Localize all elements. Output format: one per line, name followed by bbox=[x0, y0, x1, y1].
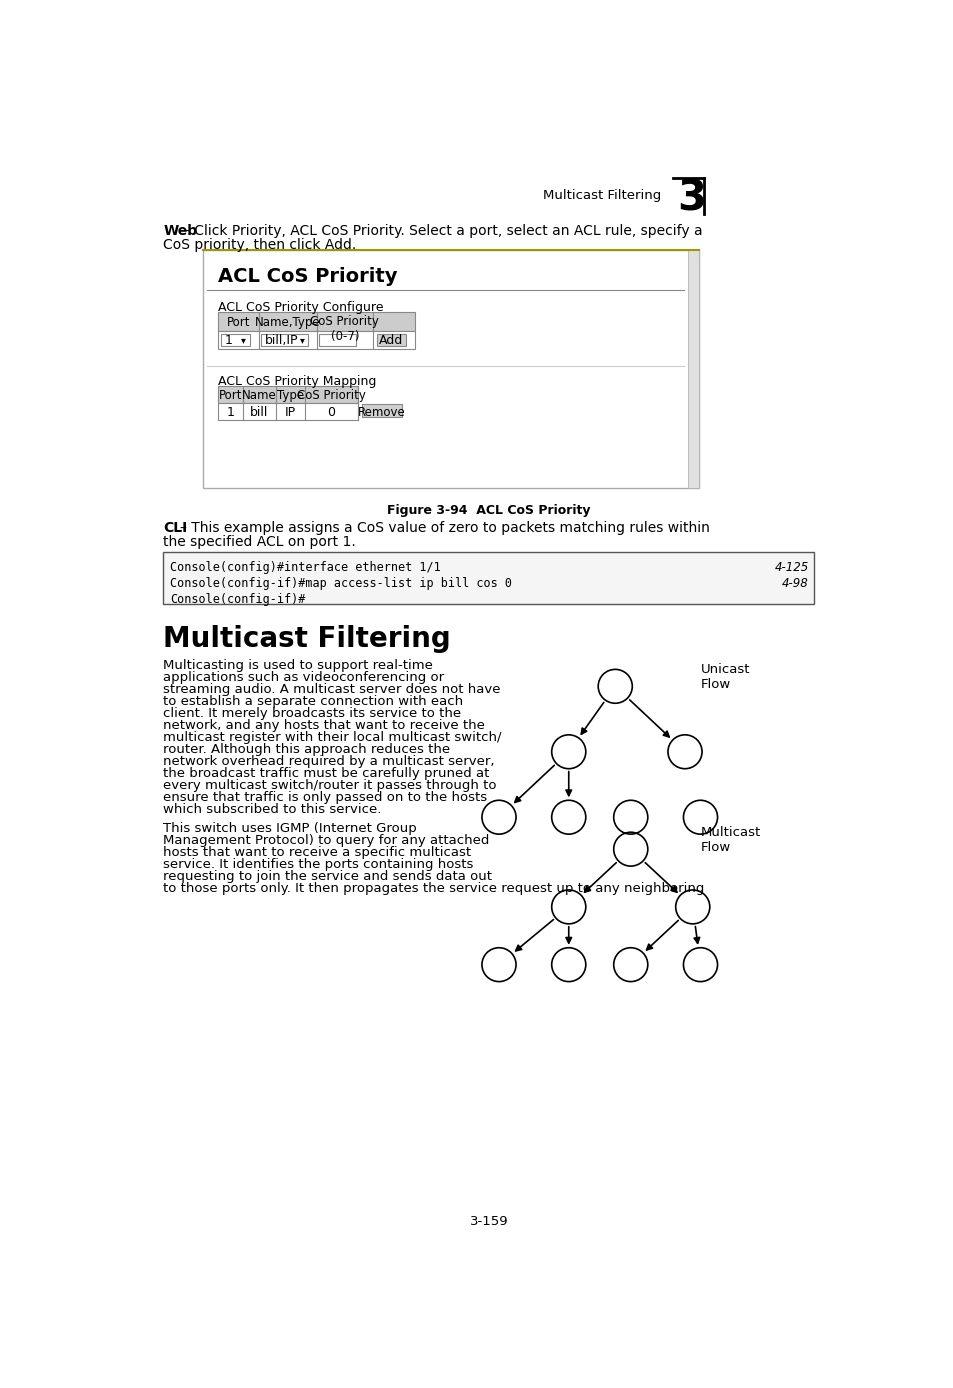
Text: to establish a separate connection with each: to establish a separate connection with … bbox=[163, 695, 463, 708]
Text: Multicast Filtering: Multicast Filtering bbox=[543, 189, 661, 203]
Text: IP: IP bbox=[285, 405, 295, 419]
Text: – This example assigns a CoS value of zero to packets matching rules within: – This example assigns a CoS value of ze… bbox=[179, 520, 709, 534]
FancyBboxPatch shape bbox=[218, 403, 357, 421]
Text: Multicasting is used to support real-time: Multicasting is used to support real-tim… bbox=[163, 659, 433, 672]
Text: 1: 1 bbox=[224, 335, 233, 347]
Text: Console(config)#interface ethernet 1/1: Console(config)#interface ethernet 1/1 bbox=[171, 561, 440, 573]
Text: service. It identifies the ports containing hosts: service. It identifies the ports contain… bbox=[163, 858, 474, 872]
Text: Type: Type bbox=[276, 389, 304, 401]
Text: to those ports only. It then propagates the service request up to any neighborin: to those ports only. It then propagates … bbox=[163, 881, 704, 895]
Text: Port: Port bbox=[227, 315, 250, 329]
FancyBboxPatch shape bbox=[218, 386, 357, 403]
Text: This switch uses IGMP (Internet Group: This switch uses IGMP (Internet Group bbox=[163, 822, 416, 836]
FancyBboxPatch shape bbox=[203, 250, 699, 489]
Text: bill,IP: bill,IP bbox=[265, 335, 298, 347]
Text: hosts that want to receive a specific multicast: hosts that want to receive a specific mu… bbox=[163, 847, 471, 859]
Text: Add: Add bbox=[378, 335, 403, 347]
Text: CLI: CLI bbox=[163, 520, 188, 534]
Text: Name: Name bbox=[242, 389, 276, 401]
Text: the broadcast traffic must be carefully pruned at: the broadcast traffic must be carefully … bbox=[163, 766, 489, 780]
Text: 3: 3 bbox=[676, 178, 705, 219]
Text: Multicast
Flow: Multicast Flow bbox=[700, 826, 760, 854]
Text: router. Although this approach reduces the: router. Although this approach reduces t… bbox=[163, 743, 450, 756]
Text: streaming audio. A multicast server does not have: streaming audio. A multicast server does… bbox=[163, 683, 500, 697]
Text: ACL CoS Priority Configure: ACL CoS Priority Configure bbox=[218, 301, 383, 314]
FancyBboxPatch shape bbox=[319, 333, 356, 346]
Text: 0: 0 bbox=[327, 405, 335, 419]
Text: ACL CoS Priority: ACL CoS Priority bbox=[218, 268, 397, 286]
FancyBboxPatch shape bbox=[220, 333, 250, 346]
Text: applications such as videoconferencing or: applications such as videoconferencing o… bbox=[163, 672, 444, 684]
FancyBboxPatch shape bbox=[261, 333, 307, 346]
FancyBboxPatch shape bbox=[163, 551, 814, 604]
Text: Console(config-if)#map access-list ip bill cos 0: Console(config-if)#map access-list ip bi… bbox=[171, 577, 512, 590]
Text: CoS priority, then click Add.: CoS priority, then click Add. bbox=[163, 239, 356, 253]
Text: network overhead required by a multicast server,: network overhead required by a multicast… bbox=[163, 755, 495, 768]
Text: Web: Web bbox=[163, 225, 197, 239]
FancyBboxPatch shape bbox=[361, 404, 402, 416]
Text: every multicast switch/router it passes through to: every multicast switch/router it passes … bbox=[163, 779, 497, 791]
Text: the specified ACL on port 1.: the specified ACL on port 1. bbox=[163, 534, 355, 548]
Text: client. It merely broadcasts its service to the: client. It merely broadcasts its service… bbox=[163, 706, 461, 720]
FancyBboxPatch shape bbox=[687, 250, 699, 489]
Text: 1: 1 bbox=[227, 405, 234, 419]
FancyBboxPatch shape bbox=[376, 333, 406, 346]
Text: Remove: Remove bbox=[357, 405, 405, 419]
Text: Unicast
Flow: Unicast Flow bbox=[700, 663, 749, 691]
Text: Port: Port bbox=[219, 389, 242, 401]
Text: CoS Priority
(0-7): CoS Priority (0-7) bbox=[310, 315, 378, 343]
Text: 4-125: 4-125 bbox=[774, 561, 808, 573]
Text: which subscribed to this service.: which subscribed to this service. bbox=[163, 802, 381, 816]
Text: CoS Priority: CoS Priority bbox=[296, 389, 366, 401]
Text: 3-159: 3-159 bbox=[469, 1216, 508, 1228]
Text: ▾: ▾ bbox=[240, 336, 245, 346]
Text: Name,Type: Name,Type bbox=[254, 315, 320, 329]
Text: ACL CoS Priority Mapping: ACL CoS Priority Mapping bbox=[218, 375, 376, 389]
Text: Multicast Filtering: Multicast Filtering bbox=[163, 626, 451, 654]
Text: – Click Priority, ACL CoS Priority. Select a port, select an ACL rule, specify a: – Click Priority, ACL CoS Priority. Sele… bbox=[183, 225, 701, 239]
Text: multicast register with their local multicast switch/: multicast register with their local mult… bbox=[163, 731, 501, 744]
Text: Console(config-if)#: Console(config-if)# bbox=[171, 593, 306, 607]
Text: ▾: ▾ bbox=[299, 336, 304, 346]
Text: Figure 3-94  ACL CoS Priority: Figure 3-94 ACL CoS Priority bbox=[387, 504, 590, 516]
Text: Management Protocol) to query for any attached: Management Protocol) to query for any at… bbox=[163, 834, 489, 847]
Text: requesting to join the service and sends data out: requesting to join the service and sends… bbox=[163, 870, 492, 883]
Text: 4-98: 4-98 bbox=[781, 577, 808, 590]
Text: network, and any hosts that want to receive the: network, and any hosts that want to rece… bbox=[163, 719, 485, 731]
Text: bill: bill bbox=[250, 405, 269, 419]
FancyBboxPatch shape bbox=[218, 330, 415, 348]
Text: ensure that traffic is only passed on to the hosts: ensure that traffic is only passed on to… bbox=[163, 791, 487, 804]
FancyBboxPatch shape bbox=[218, 312, 415, 330]
